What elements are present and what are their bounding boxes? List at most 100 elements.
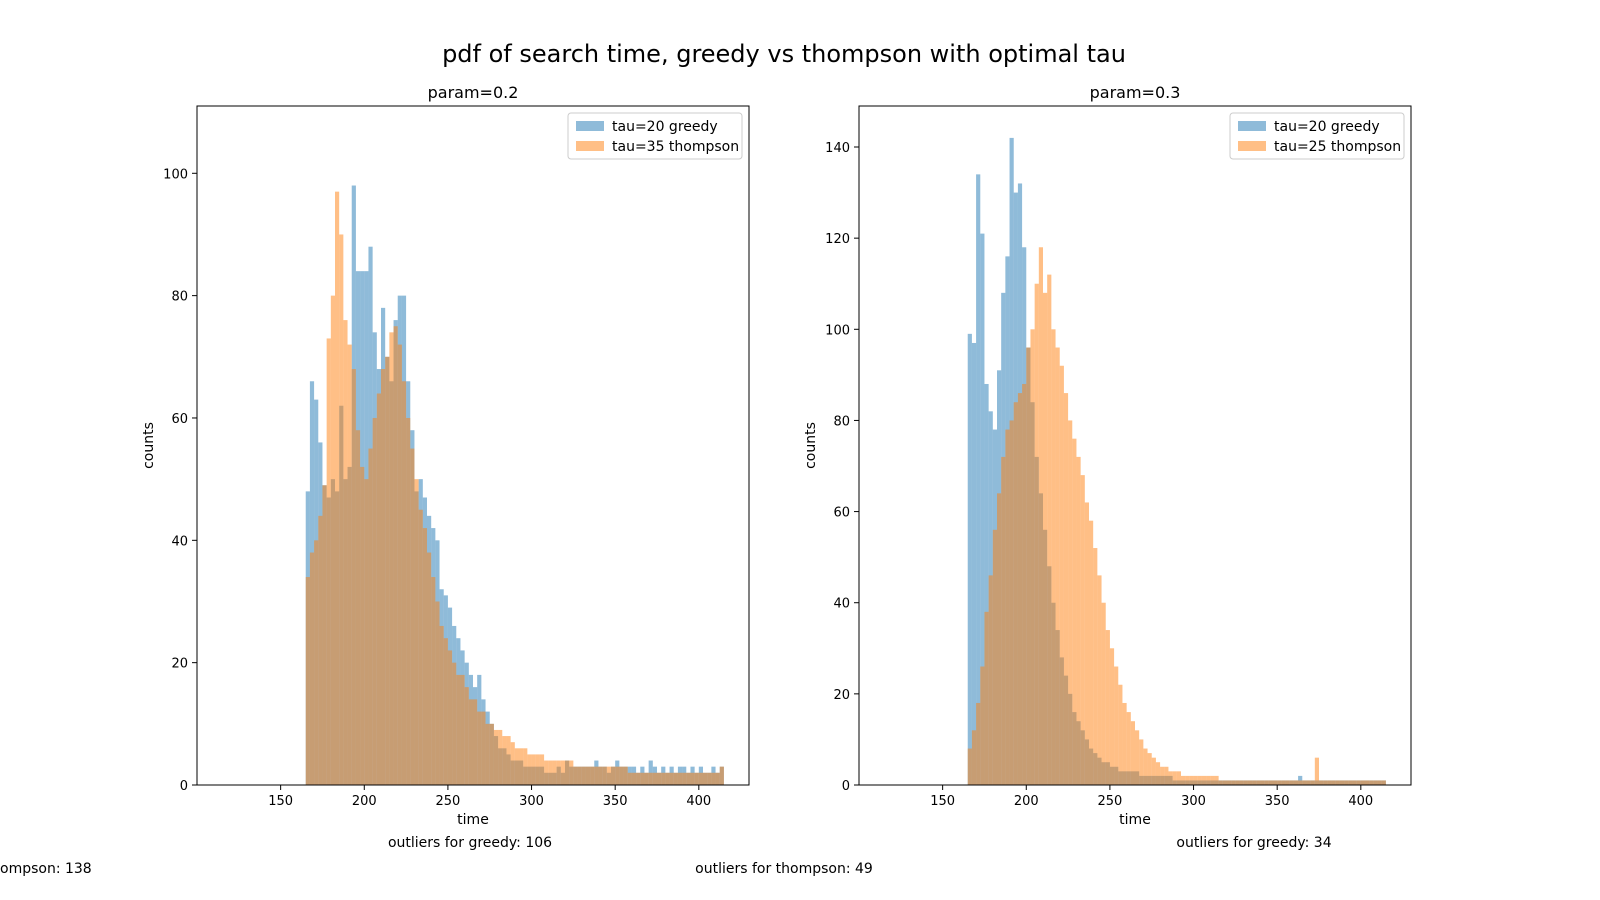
histogram-bar <box>1017 393 1023 785</box>
y-tick-label: 120 <box>825 232 850 247</box>
histogram-bar <box>1068 420 1073 785</box>
figure-title: pdf of search time, greedy vs thompson w… <box>442 40 1126 68</box>
histogram-bar <box>997 493 1002 785</box>
histogram-bar <box>1214 775 1219 785</box>
histogram-bar <box>1022 383 1027 785</box>
histogram-bar <box>498 729 503 785</box>
histogram-bar <box>343 320 348 785</box>
y-tick-label: 40 <box>171 534 188 549</box>
histogram-bar <box>1038 247 1043 785</box>
x-tick-label: 300 <box>519 794 544 809</box>
histogram-bar <box>385 356 390 785</box>
y-tick-label: 80 <box>171 290 188 305</box>
histogram-bar <box>431 577 436 785</box>
histogram-bar <box>397 344 402 785</box>
y-tick-label: 80 <box>833 414 850 429</box>
x-tick-label: 250 <box>435 794 460 809</box>
histogram-bar <box>1339 780 1345 785</box>
histogram-bar <box>673 772 678 785</box>
legend: tau=20 greedy tau=25 thompson <box>1229 112 1405 160</box>
y-tick-label: 0 <box>842 779 850 794</box>
histogram-bar <box>1281 780 1286 785</box>
histogram-bar <box>585 766 591 785</box>
histogram-bar <box>703 772 708 785</box>
y-tick-label: 20 <box>171 657 188 672</box>
histogram-bar <box>1043 292 1048 785</box>
y-tick-label: 20 <box>833 688 850 703</box>
histogram-bar <box>464 687 469 785</box>
histogram-bar <box>1109 648 1115 785</box>
histogram-bar <box>581 766 586 785</box>
histogram-bar <box>1026 347 1031 785</box>
histogram-bar <box>1097 575 1102 785</box>
histogram-bar <box>523 748 528 785</box>
histogram-bar <box>967 748 972 785</box>
histogram-bar <box>1055 347 1060 785</box>
histogram-bar <box>573 766 578 785</box>
histogram-bar <box>611 766 616 785</box>
histogram-bar <box>514 748 519 785</box>
legend-swatch-greedy <box>1238 121 1266 131</box>
histogram-bar <box>1084 502 1089 785</box>
histogram-bar <box>364 479 369 785</box>
y-tick-label: 60 <box>171 412 188 427</box>
histogram-bar <box>493 729 499 785</box>
histogram-bar <box>1298 780 1303 785</box>
histogram-bar <box>984 611 989 785</box>
histogram-bar <box>1335 780 1340 785</box>
histogram-bar <box>427 552 432 785</box>
x-axis-label: time <box>457 812 489 828</box>
histogram-bar <box>1185 775 1190 785</box>
histogram-bar <box>665 772 670 785</box>
histogram-bar <box>502 736 507 785</box>
histogram-bar <box>351 369 356 785</box>
y-axis-label: counts <box>141 422 157 469</box>
histogram-bar <box>636 772 641 785</box>
histogram-bar <box>1193 775 1198 785</box>
histogram-bar <box>1235 780 1240 785</box>
histogram-bar <box>1143 748 1148 785</box>
histogram-bar <box>661 772 666 785</box>
histogram-bar <box>1277 780 1282 785</box>
histogram-bar <box>360 466 365 785</box>
histogram-bar <box>1222 780 1227 785</box>
histogram-bar <box>606 766 611 785</box>
histogram-bar <box>1323 780 1328 785</box>
histogram-bar <box>1306 780 1311 785</box>
histogram-bar <box>381 369 386 785</box>
y-tick-label: 60 <box>833 506 850 521</box>
outliers-greedy-left: outliers for greedy: 106 <box>388 835 552 851</box>
histogram-bar <box>1176 771 1181 785</box>
histogram-bar <box>669 772 674 785</box>
histogram-bar <box>1302 780 1307 785</box>
y-axis-label: counts <box>803 422 819 469</box>
histogram-bar <box>971 730 977 785</box>
x-tick-label: 250 <box>1097 794 1122 809</box>
histogram-bar <box>590 766 595 785</box>
histogram-bar <box>1005 429 1010 785</box>
histogram-bar <box>1013 402 1018 785</box>
histogram-bar <box>368 448 373 785</box>
histogram-bar <box>1122 702 1127 785</box>
histogram-bar <box>1030 329 1035 785</box>
histogram-bar <box>560 760 565 785</box>
series-thompson <box>305 191 724 785</box>
histogram-bar <box>1172 771 1177 785</box>
x-tick-label: 300 <box>1181 794 1206 809</box>
histogram-bar <box>439 625 444 785</box>
y-tick-label: 100 <box>163 167 188 182</box>
histogram-bar <box>1260 780 1265 785</box>
histogram-bar <box>414 479 419 785</box>
histogram-bar <box>1093 548 1098 785</box>
histogram-bar <box>535 754 540 785</box>
histogram-bar <box>1034 283 1039 785</box>
histogram-bar <box>1285 780 1290 785</box>
legend-label-thompson: tau=35 thompson <box>612 139 739 155</box>
histogram-bar <box>631 772 637 785</box>
histogram-param-0-2: 150 200 250 300 350 400 0 20 40 60 80 100 param=0.2 t… <box>141 83 750 828</box>
histogram-bar <box>552 760 557 785</box>
histogram-bar <box>1344 780 1349 785</box>
histogram-bar <box>1118 684 1123 785</box>
histogram-bar <box>1348 780 1353 785</box>
series-thompson <box>967 247 1386 785</box>
